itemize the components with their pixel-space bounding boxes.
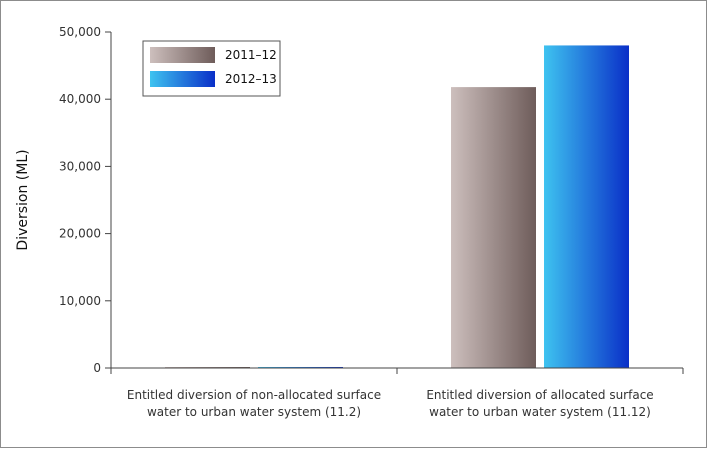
- bar-1-1: [544, 45, 629, 368]
- y-axis-label: Diversion (ML): [15, 149, 31, 250]
- legend-label: 2011–12: [225, 48, 277, 62]
- y-tick-label: 20,000: [59, 227, 101, 241]
- bar-1-0: [258, 366, 343, 368]
- y-tick-label: 50,000: [59, 25, 101, 39]
- y-tick-label: 10,000: [59, 294, 101, 308]
- category-label: Entitled diversion of non-allocated surf…: [127, 388, 381, 419]
- category-label: Entitled diversion of allocated surface w…: [426, 388, 653, 419]
- y-tick-label: 40,000: [59, 92, 101, 106]
- bar-0-1: [451, 87, 536, 368]
- legend-swatch: [150, 71, 215, 87]
- y-tick-label: 30,000: [59, 159, 101, 173]
- legend-swatch: [150, 47, 215, 63]
- legend-label: 2012–13: [225, 72, 277, 86]
- y-tick-label: 0: [93, 361, 101, 375]
- legend: 2011–12 2012–13: [142, 40, 281, 97]
